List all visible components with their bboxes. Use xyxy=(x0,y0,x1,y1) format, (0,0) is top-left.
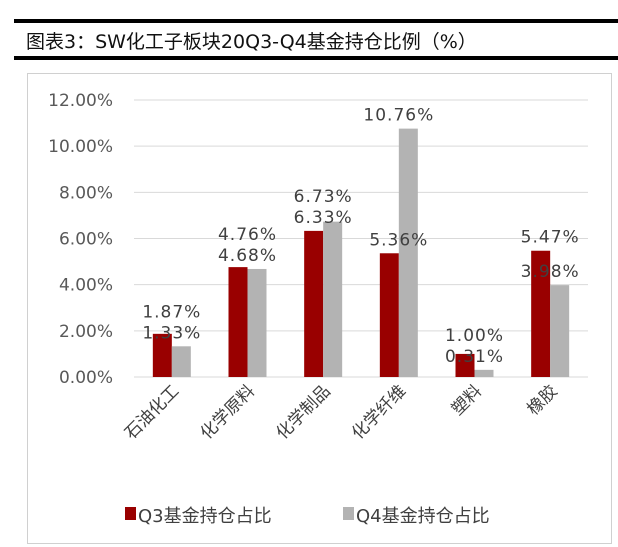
data-label-q3: 6.33% xyxy=(294,208,353,228)
data-label-q4: 3.98% xyxy=(521,262,580,282)
bar-q3 xyxy=(531,250,551,377)
x-category-label: 化学纤维 xyxy=(348,381,410,443)
data-label-q4: 4.68% xyxy=(218,246,277,266)
data-label-q3: 5.47% xyxy=(521,228,580,248)
x-category-label: 化学制品 xyxy=(272,381,334,443)
title-top-rule xyxy=(14,19,618,23)
x-category-label: 塑料 xyxy=(448,381,486,419)
y-tick-label: 10.00% xyxy=(48,137,113,157)
bar-q4 xyxy=(550,285,570,377)
x-category-label: 石油化工 xyxy=(121,381,183,443)
data-label-q3: 5.36% xyxy=(369,230,428,250)
data-label-q3: 1.00% xyxy=(445,326,504,346)
legend-label: Q4基金持仓占比 xyxy=(356,506,490,527)
bar-q4 xyxy=(398,128,418,377)
bar-q4 xyxy=(474,369,494,377)
legend-swatch xyxy=(343,507,354,520)
y-tick-label: 2.00% xyxy=(59,322,113,342)
data-label-q4: 6.73% xyxy=(294,187,353,207)
y-tick-label: 12.00% xyxy=(48,91,113,111)
bar-q3 xyxy=(152,333,172,377)
y-tick-label: 4.00% xyxy=(59,276,113,296)
chart-frame xyxy=(27,73,612,544)
data-label-q4: 0.31% xyxy=(445,347,504,367)
bar-q4 xyxy=(171,346,191,377)
x-category-label: 化学原料 xyxy=(197,381,259,443)
bar-q4 xyxy=(323,221,343,377)
data-label-q4: 10.76% xyxy=(363,106,434,126)
chart-title: 图表3：SW化工子板块20Q3-Q4基金持仓比例（%） xyxy=(26,31,477,53)
legend-swatch xyxy=(125,507,136,520)
y-tick-label: 0.00% xyxy=(59,368,113,388)
x-category-label: 橡胶 xyxy=(524,381,562,419)
legend-label: Q3基金持仓占比 xyxy=(138,506,272,527)
data-label-q3: 4.76% xyxy=(218,225,277,245)
bar-q3 xyxy=(455,353,475,377)
y-tick-label: 8.00% xyxy=(59,183,113,203)
data-label-q4: 1.33% xyxy=(142,323,201,343)
bar-q4 xyxy=(247,268,267,377)
bar-q3 xyxy=(304,230,324,377)
y-tick-label: 6.00% xyxy=(59,230,113,250)
data-label-q3: 1.87% xyxy=(142,302,201,322)
title-bottom-rule xyxy=(14,56,618,60)
bar-q3 xyxy=(228,267,248,377)
bar-q3 xyxy=(379,253,399,377)
